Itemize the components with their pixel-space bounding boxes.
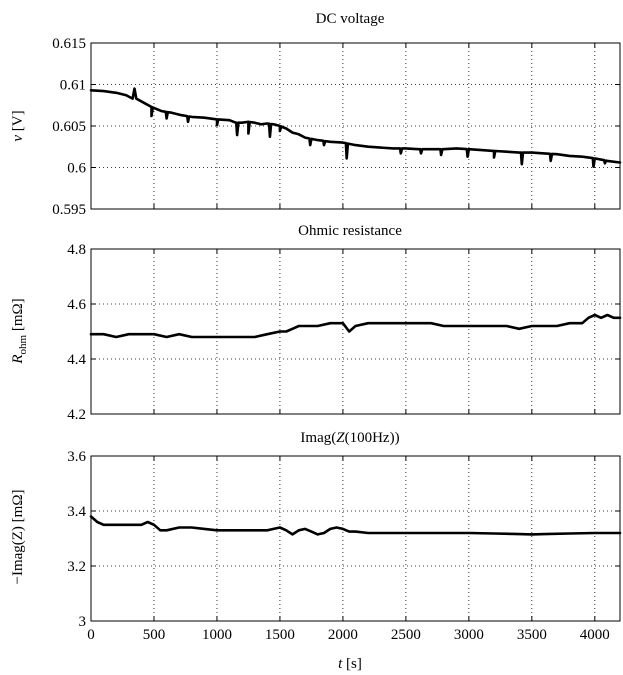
imag-z-plot: Imag(Z(100Hz)) −Imag(Z) [mΩ] t [s] 33.23… (10, 430, 622, 672)
y-tick-label: 4.4 (67, 352, 86, 368)
y-axis-label: −Imag(Z) [mΩ] (10, 490, 26, 585)
x-tick-label: 2000 (328, 627, 358, 643)
y-tick-labels: 4.2 4.4 4.6 4.8 (67, 242, 86, 423)
plot-title: Ohmic resistance (298, 223, 402, 239)
ohmic-resistance-plot: Ohmic resistance Rohm [mΩ] 4.2 4.4 4.6 4.8 (10, 223, 622, 423)
x-tick-label: 4000 (580, 627, 610, 643)
tick-marks (90, 248, 620, 415)
x-tick-label: 3500 (517, 627, 547, 643)
y-tick-label: 4.2 (67, 407, 86, 423)
y-tick-label: 0.6 (67, 161, 86, 177)
y-tick-label: 3 (79, 614, 87, 630)
y-tick-labels: 0.595 0.6 0.605 0.61 0.615 (52, 36, 86, 218)
x-tick-label: 500 (143, 627, 166, 643)
y-axis-label: Rohm [mΩ] (10, 298, 29, 364)
ohmic-resistance-line (89, 313, 622, 339)
grid-lines (91, 249, 620, 414)
plot-title: DC voltage (316, 11, 385, 27)
x-tick-label: 1000 (202, 627, 232, 643)
y-tick-label: 0.595 (52, 202, 86, 218)
x-tick-label: 0 (87, 627, 95, 643)
y-tick-labels: 3 3.2 3.4 3.6 (67, 449, 86, 630)
tick-marks (90, 455, 620, 622)
plot-frame (90, 248, 621, 415)
y-tick-label: 0.61 (60, 78, 86, 94)
x-tick-labels: 0 500 1000 1500 2000 2500 3000 3500 4000 (87, 627, 610, 643)
x-tick-label: 2500 (391, 627, 421, 643)
x-tick-label: 3000 (454, 627, 484, 643)
dc-voltage-line (89, 87, 622, 168)
dc-voltage-plot: DC voltage v [V] 0.595 0.6 0.605 0.61 0.615 (10, 11, 622, 218)
y-tick-label: 4.6 (67, 297, 86, 313)
plot-frame (90, 42, 621, 210)
plot-frame (90, 455, 621, 622)
y-tick-label: 3.4 (67, 504, 86, 520)
grid-lines (91, 43, 620, 209)
y-tick-label: 0.605 (52, 119, 86, 135)
x-tick-label: 1500 (265, 627, 295, 643)
y-tick-label: 0.615 (52, 36, 86, 52)
y-tick-label: 4.8 (67, 242, 86, 258)
y-axis-label: v [V] (10, 110, 26, 141)
y-tick-label: 3.6 (67, 449, 86, 465)
grid-lines (91, 456, 620, 621)
plot-title: Imag(Z(100Hz)) (300, 430, 399, 446)
imag-z-line (89, 515, 622, 536)
y-tick-label: 3.2 (67, 559, 86, 575)
x-axis-label: t [s] (338, 656, 362, 672)
